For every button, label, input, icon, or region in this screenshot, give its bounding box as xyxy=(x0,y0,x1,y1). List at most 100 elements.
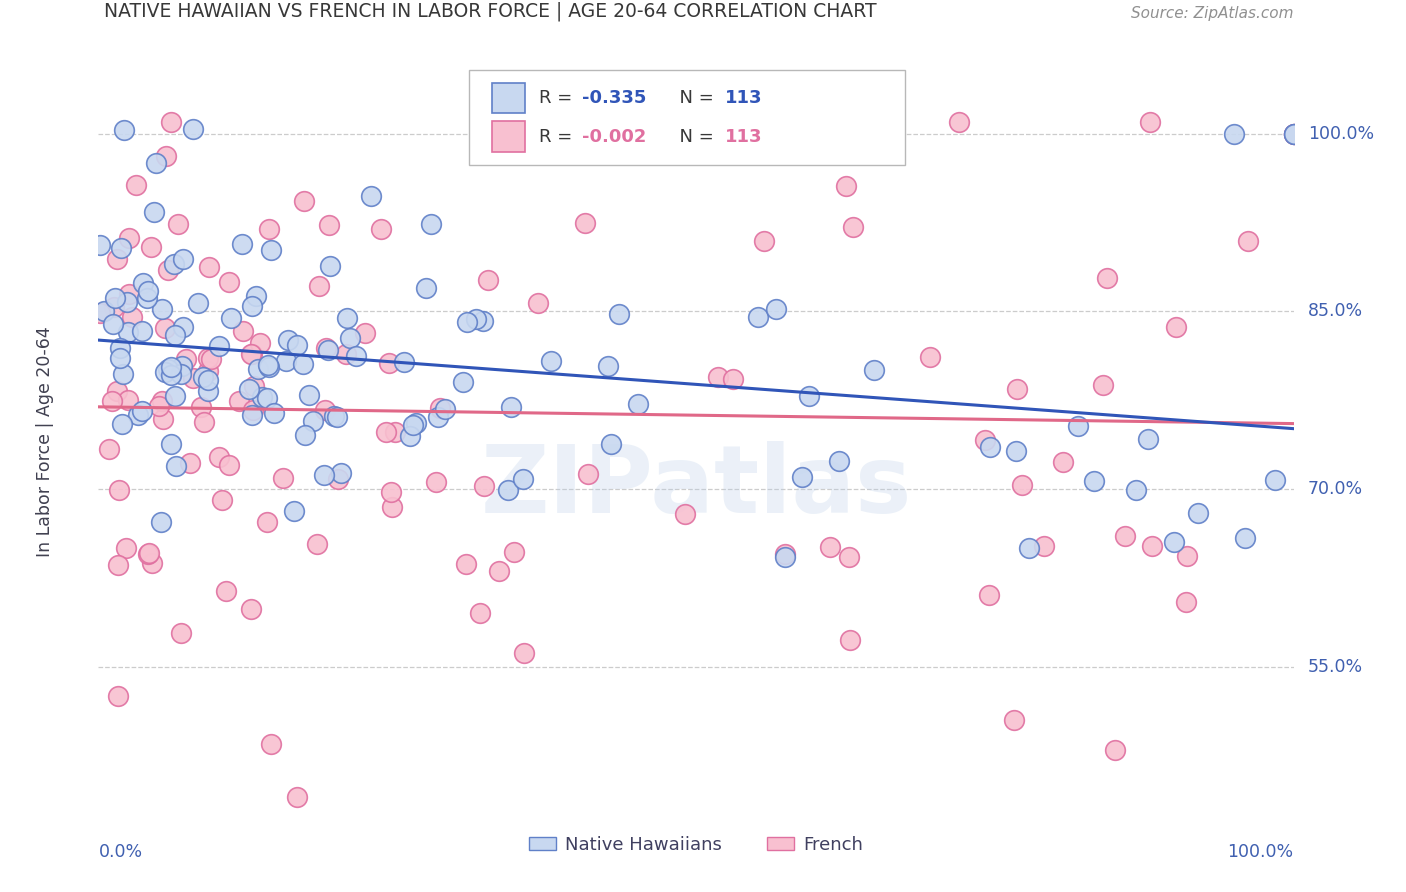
Point xyxy=(163,328,186,343)
Point xyxy=(110,241,132,255)
Point xyxy=(336,310,359,325)
Point xyxy=(111,367,134,381)
Point xyxy=(318,218,340,232)
Point xyxy=(131,404,153,418)
Point xyxy=(402,418,425,433)
Point xyxy=(138,546,160,560)
Point xyxy=(1282,127,1305,141)
Point xyxy=(626,397,648,411)
Point xyxy=(256,515,278,529)
Point xyxy=(104,291,127,305)
Point xyxy=(115,295,138,310)
Point xyxy=(121,310,143,324)
Point xyxy=(1005,382,1028,396)
Point xyxy=(354,326,377,341)
Point xyxy=(240,602,263,616)
Text: -0.335: -0.335 xyxy=(582,89,647,107)
Point xyxy=(512,472,534,486)
Point xyxy=(259,737,281,751)
Point xyxy=(477,273,499,287)
Point xyxy=(105,252,128,266)
Point xyxy=(540,353,562,368)
Point xyxy=(1236,235,1258,249)
Point xyxy=(93,304,115,318)
Point xyxy=(305,537,328,551)
Point xyxy=(107,690,129,704)
Point xyxy=(131,324,153,338)
Point xyxy=(145,156,167,170)
Text: N =: N = xyxy=(668,89,720,107)
Point xyxy=(838,550,860,565)
Point xyxy=(1095,270,1118,285)
Point xyxy=(157,263,180,277)
Text: ZIPatlas: ZIPatlas xyxy=(481,441,911,533)
Point xyxy=(163,389,186,403)
Point xyxy=(159,368,181,382)
Point xyxy=(370,222,392,236)
Point xyxy=(260,243,283,257)
Point xyxy=(1163,535,1185,549)
Point xyxy=(488,564,510,578)
Point xyxy=(250,390,273,404)
Point xyxy=(242,403,264,417)
Point xyxy=(496,483,519,497)
Point xyxy=(315,341,337,355)
Point xyxy=(197,364,219,378)
Point xyxy=(221,310,243,325)
Point xyxy=(527,296,550,310)
Text: NATIVE HAWAIIAN VS FRENCH IN LABOR FORCE | AGE 20-64 CORRELATION CHART: NATIVE HAWAIIAN VS FRENCH IN LABOR FORCE… xyxy=(104,1,877,21)
Point xyxy=(1052,455,1074,469)
Point xyxy=(578,467,600,482)
Point xyxy=(249,336,271,351)
Point xyxy=(405,417,427,431)
Point xyxy=(312,468,335,483)
Point xyxy=(215,584,238,599)
Point xyxy=(799,389,821,403)
Point xyxy=(247,362,270,376)
Point xyxy=(132,276,155,290)
Point xyxy=(607,307,630,321)
Point xyxy=(240,299,263,313)
Text: Source: ZipAtlas.com: Source: ZipAtlas.com xyxy=(1130,5,1294,21)
Point xyxy=(238,382,260,396)
Point xyxy=(721,372,744,386)
Point xyxy=(200,352,222,367)
Point xyxy=(100,393,122,408)
Point xyxy=(111,417,134,431)
Text: 113: 113 xyxy=(724,128,762,145)
Point xyxy=(834,178,856,193)
Point xyxy=(297,388,319,402)
Point xyxy=(231,237,253,252)
Point xyxy=(948,114,970,128)
Text: 55.0%: 55.0% xyxy=(1308,657,1362,675)
Point xyxy=(360,189,382,203)
Point xyxy=(502,545,524,559)
Point xyxy=(1282,127,1305,141)
Point xyxy=(792,470,814,484)
FancyBboxPatch shape xyxy=(492,121,524,152)
Point xyxy=(456,315,478,329)
Point xyxy=(384,425,406,439)
Text: R =: R = xyxy=(540,89,578,107)
Text: 0.0%: 0.0% xyxy=(98,844,142,862)
Point xyxy=(1091,377,1114,392)
Point xyxy=(474,478,496,492)
Text: 113: 113 xyxy=(724,89,762,107)
Point xyxy=(773,550,796,565)
Point xyxy=(136,284,159,298)
Point xyxy=(276,353,298,368)
Point xyxy=(339,331,361,345)
Text: In Labor Force | Age 20-64: In Labor Force | Age 20-64 xyxy=(35,326,53,557)
Point xyxy=(752,234,775,248)
Point xyxy=(862,363,884,377)
Point xyxy=(842,220,865,235)
Point xyxy=(470,606,492,620)
Point xyxy=(465,312,488,326)
Point xyxy=(974,433,997,447)
Point xyxy=(197,384,219,399)
Point xyxy=(187,296,209,310)
Point xyxy=(378,357,401,371)
Point xyxy=(600,437,623,451)
Point xyxy=(979,440,1001,454)
Point xyxy=(117,393,139,408)
